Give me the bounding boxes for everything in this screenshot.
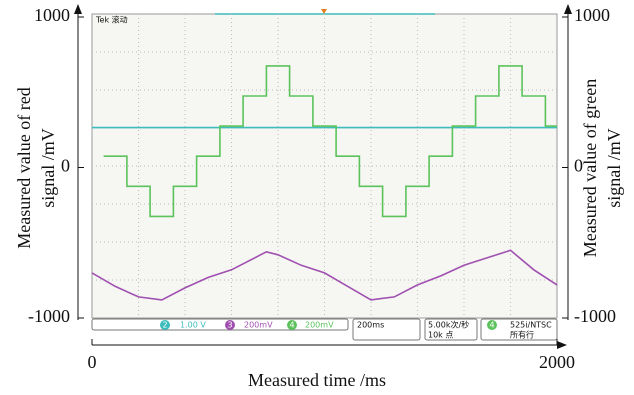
trigger-standard: 525i/NTSC: [510, 321, 552, 330]
x-axis-title: Measured time /ms: [248, 370, 386, 390]
chart: Tek 滚动 2 1.00 V 3 200mV 4 200mV 200ms 5.…: [0, 0, 634, 395]
y-tick-label: 0: [61, 156, 70, 176]
axis-arrow: [564, 4, 572, 14]
x-tick-label: 0: [88, 352, 97, 372]
channel-scale: 1.00 V: [180, 321, 206, 330]
channel-scale: 200mV: [305, 321, 334, 330]
channel-number: 4: [289, 321, 294, 330]
y-tick-label: -1000: [28, 306, 70, 326]
channel-number: 4: [489, 321, 494, 330]
y2-axis-title: signal /mV: [604, 128, 624, 208]
page: Tek 滚动 2 1.00 V 3 200mV 4 200mV 200ms 5.…: [0, 0, 634, 395]
y2-tick-label: 0: [574, 156, 583, 176]
y-axis-title: signal /mV: [38, 128, 58, 208]
x-tick-label: 2000: [539, 352, 575, 372]
y2-tick-label: -1000: [574, 306, 616, 326]
scope-mode: Tek 滚动: [95, 15, 128, 25]
channel-number: 3: [227, 321, 232, 330]
y2-axis-title: Measured value of green: [580, 79, 600, 257]
trigger-lines: 所有行: [510, 330, 534, 340]
y-tick-label: 1000: [34, 5, 70, 25]
record-length: 10k 点: [428, 331, 453, 340]
sample-rate: 5.00k次/秒: [428, 320, 469, 330]
channel-number: 2: [162, 321, 167, 330]
y2-tick-label: 1000: [574, 5, 610, 25]
axis-arrow: [74, 4, 82, 14]
channel-scale: 200mV: [244, 321, 273, 330]
axis-arrow: [557, 341, 567, 349]
y-axis-title: Measured value of red: [14, 87, 34, 248]
timebase: 200ms: [357, 321, 384, 330]
